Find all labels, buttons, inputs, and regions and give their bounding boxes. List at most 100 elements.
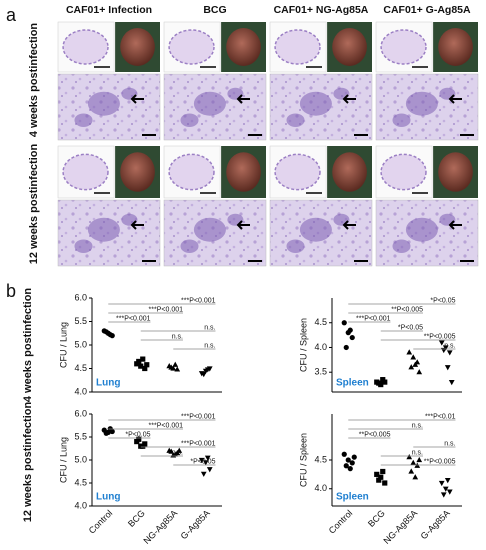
arrow (236, 220, 250, 230)
granuloma (286, 113, 305, 127)
granuloma (193, 91, 226, 116)
data-point (172, 451, 179, 457)
significance-label: *P<0.05 (398, 324, 423, 331)
data-point (204, 367, 211, 373)
data-point (176, 447, 183, 453)
y-tick-label: 4.5 (74, 477, 87, 487)
x-tick-label: G-Ag85A (179, 508, 212, 541)
row-label: 4 weeks postinfection (22, 288, 34, 403)
data-point (103, 329, 109, 335)
y-tick-label: 4.0 (314, 342, 327, 352)
data-point (376, 477, 382, 483)
granuloma (299, 91, 332, 116)
lung-section (274, 29, 321, 65)
data-point (347, 466, 353, 472)
data-point (444, 478, 451, 484)
granuloma (405, 91, 438, 116)
lung-section (274, 153, 321, 191)
x-tick-label: Control (87, 508, 115, 536)
significance-label: n.s. (204, 324, 215, 331)
data-point (351, 454, 357, 460)
data-point (444, 365, 451, 371)
data-point (168, 448, 175, 454)
column-header: CAF01+ Infection (66, 4, 152, 16)
y-tick-label: 5.5 (74, 431, 87, 441)
granuloma (180, 113, 199, 127)
y-tick-label: 4.0 (74, 386, 87, 396)
y-axis-label: CFU / Spleen (298, 433, 308, 487)
organ-label: Lung (96, 492, 120, 503)
y-tick-label: 5.5 (74, 316, 87, 326)
column-header: CAF01+ NG-Ag85A (274, 4, 369, 16)
data-point (206, 467, 213, 473)
significance-label: n.s. (444, 342, 455, 349)
data-point (440, 492, 447, 498)
significance-label: **P<0.005 (424, 333, 456, 340)
data-point (174, 366, 181, 372)
data-point (374, 471, 380, 477)
significance-label: n.s. (412, 422, 423, 429)
significance-label: *P<0.05 (430, 297, 455, 304)
arrow (342, 94, 356, 104)
organ (438, 28, 473, 66)
significance-label: n.s. (412, 449, 423, 456)
granuloma (87, 91, 120, 116)
arrow (448, 220, 462, 230)
significance-label: *P<0.05 (190, 458, 215, 465)
x-tick-label: BCG (366, 508, 387, 529)
granuloma (193, 217, 226, 242)
granuloma (74, 239, 93, 253)
arrow (448, 94, 462, 104)
arrow (342, 220, 356, 230)
column-header: CAF01+ G-Ag85A (383, 4, 471, 16)
y-axis-label: CFU / Lung (58, 322, 68, 368)
y-axis-label: CFU / Spleen (298, 318, 308, 372)
granuloma (392, 239, 411, 253)
data-point (347, 327, 353, 333)
organ (120, 152, 155, 192)
granuloma (392, 113, 411, 127)
lung-section (380, 29, 427, 65)
y-tick-label: 4.5 (314, 317, 327, 327)
organ-label: Spleen (336, 492, 369, 503)
significance-label: ***P<0.001 (181, 440, 216, 447)
granuloma (87, 217, 120, 242)
data-point (168, 364, 175, 370)
organ (226, 28, 261, 66)
significance-label: n.s. (204, 342, 215, 349)
y-tick-label: 3.5 (314, 367, 327, 377)
data-point (144, 362, 150, 368)
data-point (200, 471, 207, 477)
significance-label: ***P<0.001 (116, 315, 151, 322)
significance-label: ***P<0.001 (181, 413, 216, 420)
data-point (448, 380, 455, 386)
data-point (345, 457, 351, 463)
significance-label: **P<0.005 (424, 458, 456, 465)
granuloma (286, 239, 305, 253)
arrow (130, 220, 144, 230)
panel-label: b (6, 281, 16, 301)
arrow (236, 94, 250, 104)
significance-label: *P<0.05 (125, 431, 150, 438)
y-tick-label: 5.0 (74, 339, 87, 349)
y-tick-label: 6.0 (74, 292, 87, 302)
significance-label: ***P<0.001 (356, 315, 391, 322)
data-point (438, 340, 445, 346)
data-point (438, 480, 445, 487)
significance-label: n.s. (444, 440, 455, 447)
data-point (410, 459, 417, 465)
x-tick-label: BCG (126, 508, 147, 529)
granuloma (74, 113, 93, 127)
arrow (130, 94, 144, 104)
data-point (349, 460, 355, 466)
significance-label: ***P<0.001 (149, 306, 184, 313)
significance-label: n.s. (172, 449, 183, 456)
data-point (416, 369, 423, 375)
data-point (142, 365, 148, 372)
significance-label: ***P<0.001 (149, 422, 184, 429)
column-header: BCG (203, 4, 226, 16)
y-tick-label: 6.0 (74, 408, 87, 418)
data-point (136, 358, 142, 365)
data-point (446, 350, 453, 356)
x-tick-label: G-Ag85A (419, 508, 452, 541)
